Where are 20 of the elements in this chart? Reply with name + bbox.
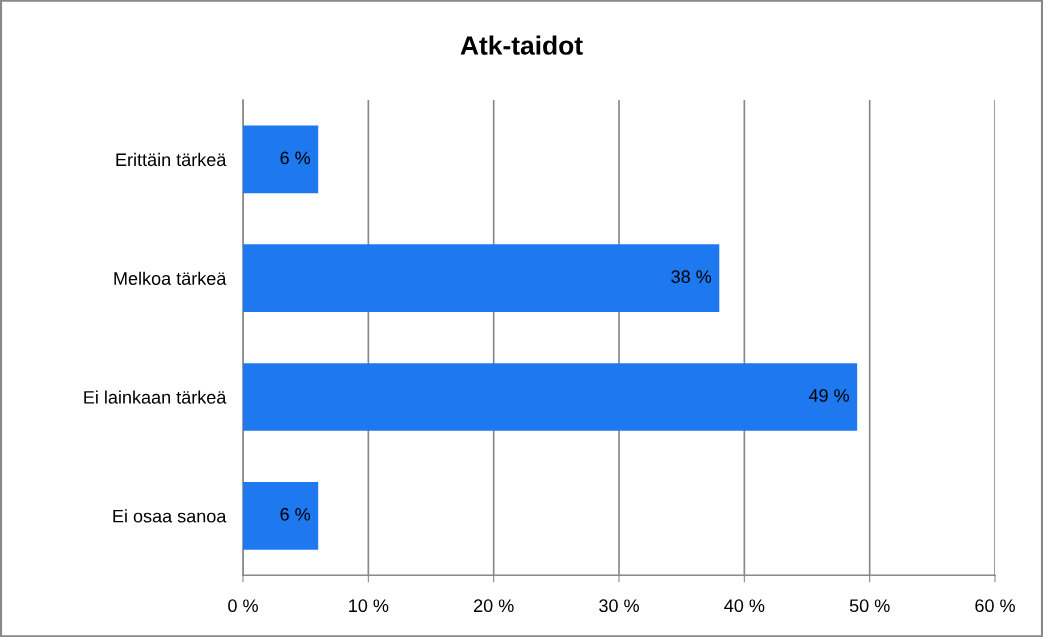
data-label: 49 % bbox=[808, 389, 849, 402]
y-tick-label: Erittäin tärkeä bbox=[116, 152, 227, 167]
data-label: 6 % bbox=[280, 151, 311, 165]
x-tick-label: 10 % bbox=[349, 599, 389, 613]
x-tick-label: 30 % bbox=[599, 599, 639, 613]
chart-title: Atk-taidot bbox=[460, 35, 583, 55]
y-tick-label: Melkoa tärkeä bbox=[114, 271, 227, 285]
x-tick-label: 40 % bbox=[724, 599, 765, 613]
x-tick-label: 0 % bbox=[228, 599, 258, 613]
x-tick-label: 60 % bbox=[975, 599, 1015, 613]
bar bbox=[243, 481, 319, 550]
bar bbox=[243, 244, 720, 313]
y-tick-label: Ei osaa sanoa bbox=[113, 509, 227, 523]
y-tick-label: Ei lainkaan tärkeä bbox=[84, 390, 227, 404]
x-tick-label: 20 % bbox=[474, 599, 514, 613]
bar bbox=[243, 125, 319, 194]
bar bbox=[243, 363, 858, 431]
data-label: 6 % bbox=[280, 507, 311, 521]
data-label: 38 % bbox=[671, 270, 712, 284]
x-tick-label: 50 % bbox=[849, 599, 890, 613]
